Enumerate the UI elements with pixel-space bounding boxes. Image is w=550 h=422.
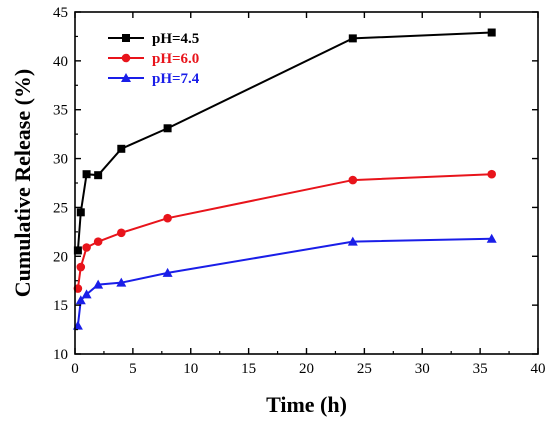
series-2 [72, 233, 497, 330]
data-point [487, 28, 496, 37]
data-point [347, 236, 358, 246]
data-point [82, 243, 91, 252]
y-tick-label: 15 [53, 298, 68, 314]
x-tick-label: 30 [415, 361, 430, 377]
x-tick-label: 5 [129, 361, 137, 377]
y-tick-label: 30 [53, 152, 68, 168]
y-tick-label: 45 [53, 5, 68, 21]
legend-label: pH=6.0 [152, 51, 199, 67]
legend: pH=4.5 pH=6.0 pH=7.4 [108, 31, 200, 87]
x-tick-label: 15 [241, 361, 256, 377]
data-point [348, 175, 358, 185]
data-point [163, 124, 172, 133]
data-point [75, 295, 86, 305]
data-point [76, 262, 86, 272]
data-point [81, 289, 92, 299]
y-axis-title: Cumulative Release (%) [10, 69, 35, 298]
legend-marker [121, 73, 131, 82]
legend-marker [121, 53, 131, 63]
data-point [82, 170, 91, 179]
x-tick-label: 40 [531, 361, 546, 377]
data-point [94, 171, 103, 180]
axes: 0 5 10 15 20 25 30 35 40 10 15 20 25 30 35 40 45 [53, 5, 546, 377]
series-line [76, 237, 492, 326]
data-point [348, 34, 357, 43]
data-point [116, 277, 127, 287]
data-point [486, 233, 497, 243]
legend-entry: pH=4.5 [108, 31, 199, 47]
plot-frame [74, 11, 539, 355]
y-tick-label: 20 [53, 249, 68, 265]
series-0 [73, 28, 496, 255]
y-tick-label: 10 [53, 347, 68, 363]
y-tick-label: 40 [53, 54, 68, 70]
data-point [117, 144, 126, 153]
data-point [162, 267, 173, 277]
series-line [76, 173, 492, 289]
legend-entry: pH=6.0 [108, 51, 199, 67]
x-tick-label: 20 [299, 361, 314, 377]
x-tick-label: 25 [357, 361, 372, 377]
data-point [93, 237, 103, 246]
data-point [73, 246, 82, 255]
series-1 [73, 169, 497, 293]
x-tick-label: 35 [473, 361, 488, 377]
data-point [487, 169, 497, 179]
x-tick-label: 10 [183, 361, 198, 377]
legend-entry: pH=7.4 [108, 71, 200, 87]
data-point [93, 279, 104, 289]
data-point [76, 208, 85, 217]
plot-area [72, 28, 497, 330]
series-line [76, 31, 492, 251]
legend-marker [122, 34, 130, 42]
data-point [163, 213, 172, 223]
legend-label: pH=7.4 [152, 71, 200, 87]
x-tick-label: 0 [71, 361, 79, 377]
y-tick-label: 25 [53, 200, 68, 216]
legend-label: pH=4.5 [152, 31, 199, 47]
x-axis-title: Time (h) [266, 392, 347, 417]
data-point [117, 228, 126, 238]
y-tick-label: 35 [53, 103, 68, 119]
